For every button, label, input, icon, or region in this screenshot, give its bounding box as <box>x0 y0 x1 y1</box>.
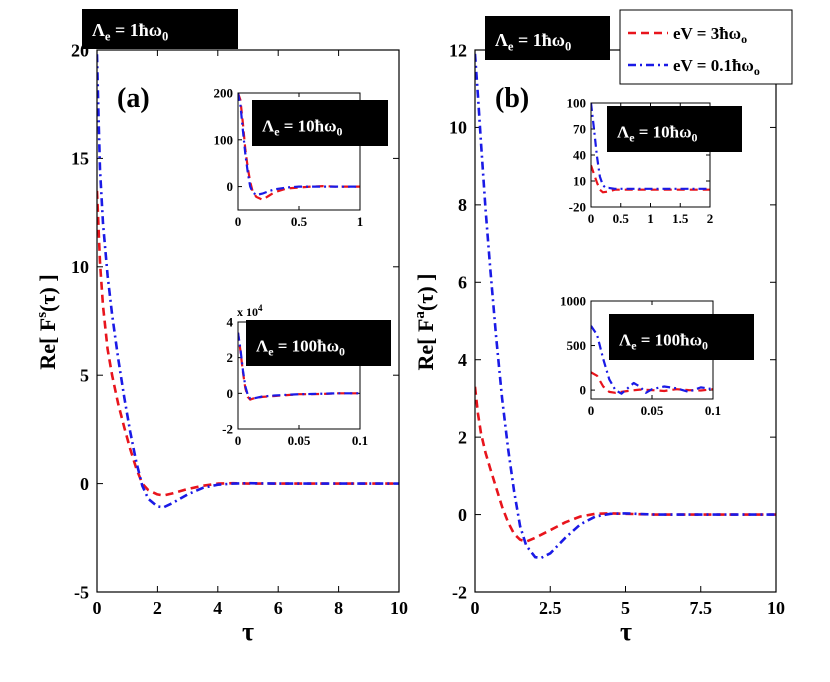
panel-b-inset-1-ytick-label: 10 <box>573 174 586 189</box>
panel-b-ytick-label: 2 <box>458 427 467 447</box>
panel-a-inset-1-ytick-label: 100 <box>214 132 234 147</box>
panel-b-ytick-label: 12 <box>449 40 467 60</box>
panel-b-ytick-label: 4 <box>458 350 467 370</box>
panel-a-inset-1-lambda-label-box <box>252 100 388 146</box>
panel-b-inset-1-series-ev-0p1-line <box>591 103 710 190</box>
panel-b-xtick-label: 2.5 <box>539 598 562 618</box>
panel-b-xtick-label: 10 <box>767 598 785 618</box>
panel-a-inset-2-ytick-label: -2 <box>222 422 233 437</box>
panel-b-inset-1-xtick-label: 0.5 <box>613 211 630 226</box>
panel-a-series-group <box>97 54 399 509</box>
panel-b-inset-1-xtick-label: 1.5 <box>672 211 689 226</box>
panel-a-inset-2-multiplier: x 104 <box>237 303 263 319</box>
panel-b-series-ev-0p1-line <box>475 53 776 560</box>
panel-a-xtick-label: 4 <box>213 598 222 618</box>
panel-b-inset-2-lambda-label-box <box>609 314 754 360</box>
panel-a-inset-2-lambda-label: Λe = 100ħω0 <box>256 336 345 358</box>
panel-a-ytick-label: 10 <box>71 257 89 277</box>
panel-b-inset-1-lambda-label-box <box>607 106 742 152</box>
panel-b-inset-1-ytick-label: 70 <box>573 122 586 137</box>
panel-a-inset-2-ytick-label: 2 <box>227 350 234 365</box>
panel-a-series-ev-0p1-line <box>97 54 399 509</box>
panel-a-label: (a) <box>117 83 150 114</box>
panel-b-xlabel: τ <box>620 617 632 646</box>
panel-b-inset-2-ytick-label: 500 <box>567 338 587 353</box>
panel-a-series-ev-3-line <box>97 190 399 497</box>
panel-b-ytick-label: -2 <box>452 582 467 602</box>
panel-a-xlabel: τ <box>242 617 254 646</box>
panel-a-xtick-label: 2 <box>153 598 162 618</box>
legend: eV = 3ħωo eV = 0.1ħωo <box>619 9 793 85</box>
panel-a-lambda-label: Λe = 1ħω0 <box>92 20 168 44</box>
panel-b-xtick-label: 5 <box>621 598 630 618</box>
panel-a-axes-frame <box>96 49 400 593</box>
panel-a-inset-1-series-group <box>238 93 360 201</box>
panel-a-inset-1-series-ev-3-line <box>238 93 360 201</box>
panel-a-inset-1-ytick-label: 0 <box>227 179 234 194</box>
panel-b-ytick-label: 8 <box>458 195 467 215</box>
panel-a-inset-1-axes-frame <box>237 92 361 211</box>
panel-b-inset-1-ytick-label: -20 <box>569 200 586 215</box>
legend-label-ev-3: eV = 3ħωo <box>673 24 747 46</box>
panel-a-ytick-label: 0 <box>80 474 89 494</box>
panel-a-inset-2-ytick-label: 0 <box>227 386 234 401</box>
panel-a-inset-1-xtick-label: 0 <box>235 214 242 229</box>
panel-b-inset-1-xtick-label: 1 <box>647 211 654 226</box>
panel-a-inset-2-xtick-label: 0.1 <box>352 433 368 448</box>
panel-b-inset-1-xtick-label: 2 <box>707 211 714 226</box>
panel-b-inset-2-xtick-label: 0 <box>588 403 595 418</box>
panel-b-inset-2-series-ev-3-line <box>591 371 713 394</box>
panel-b-ylabel: Re[ Fa(τ) ] <box>412 273 438 370</box>
legend-label-ev-0p1: eV = 0.1ħωo <box>673 56 760 78</box>
panel-b-ytick-label: 0 <box>458 505 467 525</box>
panel-b-inset-2-series-ev-0p1-line <box>591 325 713 395</box>
panel-b-lambda-label: Λe = 1ħω0 <box>495 30 571 54</box>
panel-a-xtick-label: 10 <box>390 598 408 618</box>
panel-b-inset-2-ytick-label: 1000 <box>560 294 586 309</box>
panel-b-inset-1-ytick-label: 40 <box>573 148 586 163</box>
panel-b-label: (b) <box>495 83 529 114</box>
legend-frame <box>619 9 793 85</box>
panel-a-ytick-label: 5 <box>80 366 89 386</box>
panel-b-series-group <box>475 53 776 560</box>
panel-b-ytick-label: 6 <box>458 273 467 293</box>
panel-b-xtick-label: 0 <box>471 598 480 618</box>
panel-b-inset-1-xtick-label: 0 <box>588 211 595 226</box>
panel-a-xtick-label: 8 <box>334 598 343 618</box>
panel-b-xtick-label: 7.5 <box>690 598 713 618</box>
panel-b-inset-1-ytick-label: 100 <box>567 96 587 111</box>
panel-b-inset-2-series-group <box>591 325 713 395</box>
panel-b-inset-1-axes-frame <box>590 102 711 208</box>
panel-a-ytick-label: 15 <box>71 149 89 169</box>
panel-a-ytick-label: -5 <box>74 582 89 602</box>
panel-b-inset-2-xtick-label: 0.1 <box>705 403 721 418</box>
panel-b-inset-2-xtick-label: 0.05 <box>641 403 664 418</box>
panel-a-inset-2-series-ev-0p1-line <box>238 332 360 400</box>
panel-a-inset-1-xtick-label: 0.5 <box>291 214 308 229</box>
panel-a-lambda-label-box <box>82 9 238 49</box>
panel-a-inset-2-xtick-label: 0 <box>235 433 242 448</box>
panel-a-inset-2-series-group <box>238 332 360 401</box>
panel-a-inset-2-xtick-label: 0.05 <box>288 433 311 448</box>
panel-a-inset-1-lambda-label: Λe = 10ħω0 <box>262 116 343 138</box>
panel-b-ytick-label: 10 <box>449 118 467 138</box>
panel-a-inset-1-ytick-label: 200 <box>214 86 234 101</box>
panel-b-inset-1-series-group <box>591 103 710 194</box>
panel-a-inset-1-xtick-label: 1 <box>357 214 364 229</box>
panel-b-inset-2-ytick-label: 0 <box>580 383 587 398</box>
panel-b-lambda-label-box <box>485 16 610 60</box>
panel-a-inset-1-series-ev-0p1-line <box>238 93 360 197</box>
panel-b-inset-1-lambda-label: Λe = 10ħω0 <box>617 122 698 144</box>
panel-b-series-ev-3-line <box>475 386 776 543</box>
panel-a-ylabel: Re[ Fs(τ) ] <box>34 274 60 369</box>
panel-b-inset-2-lambda-label: Λe = 100ħω0 <box>619 330 708 352</box>
panel-a-inset-2-lambda-label-box <box>246 320 391 366</box>
panel-a-xtick-label: 6 <box>274 598 283 618</box>
panel-a-inset-2-ytick-label: 4 <box>227 315 234 330</box>
panel-b-inset-1-series-ev-3-line <box>591 165 710 194</box>
panel-a-xtick-label: 0 <box>93 598 102 618</box>
